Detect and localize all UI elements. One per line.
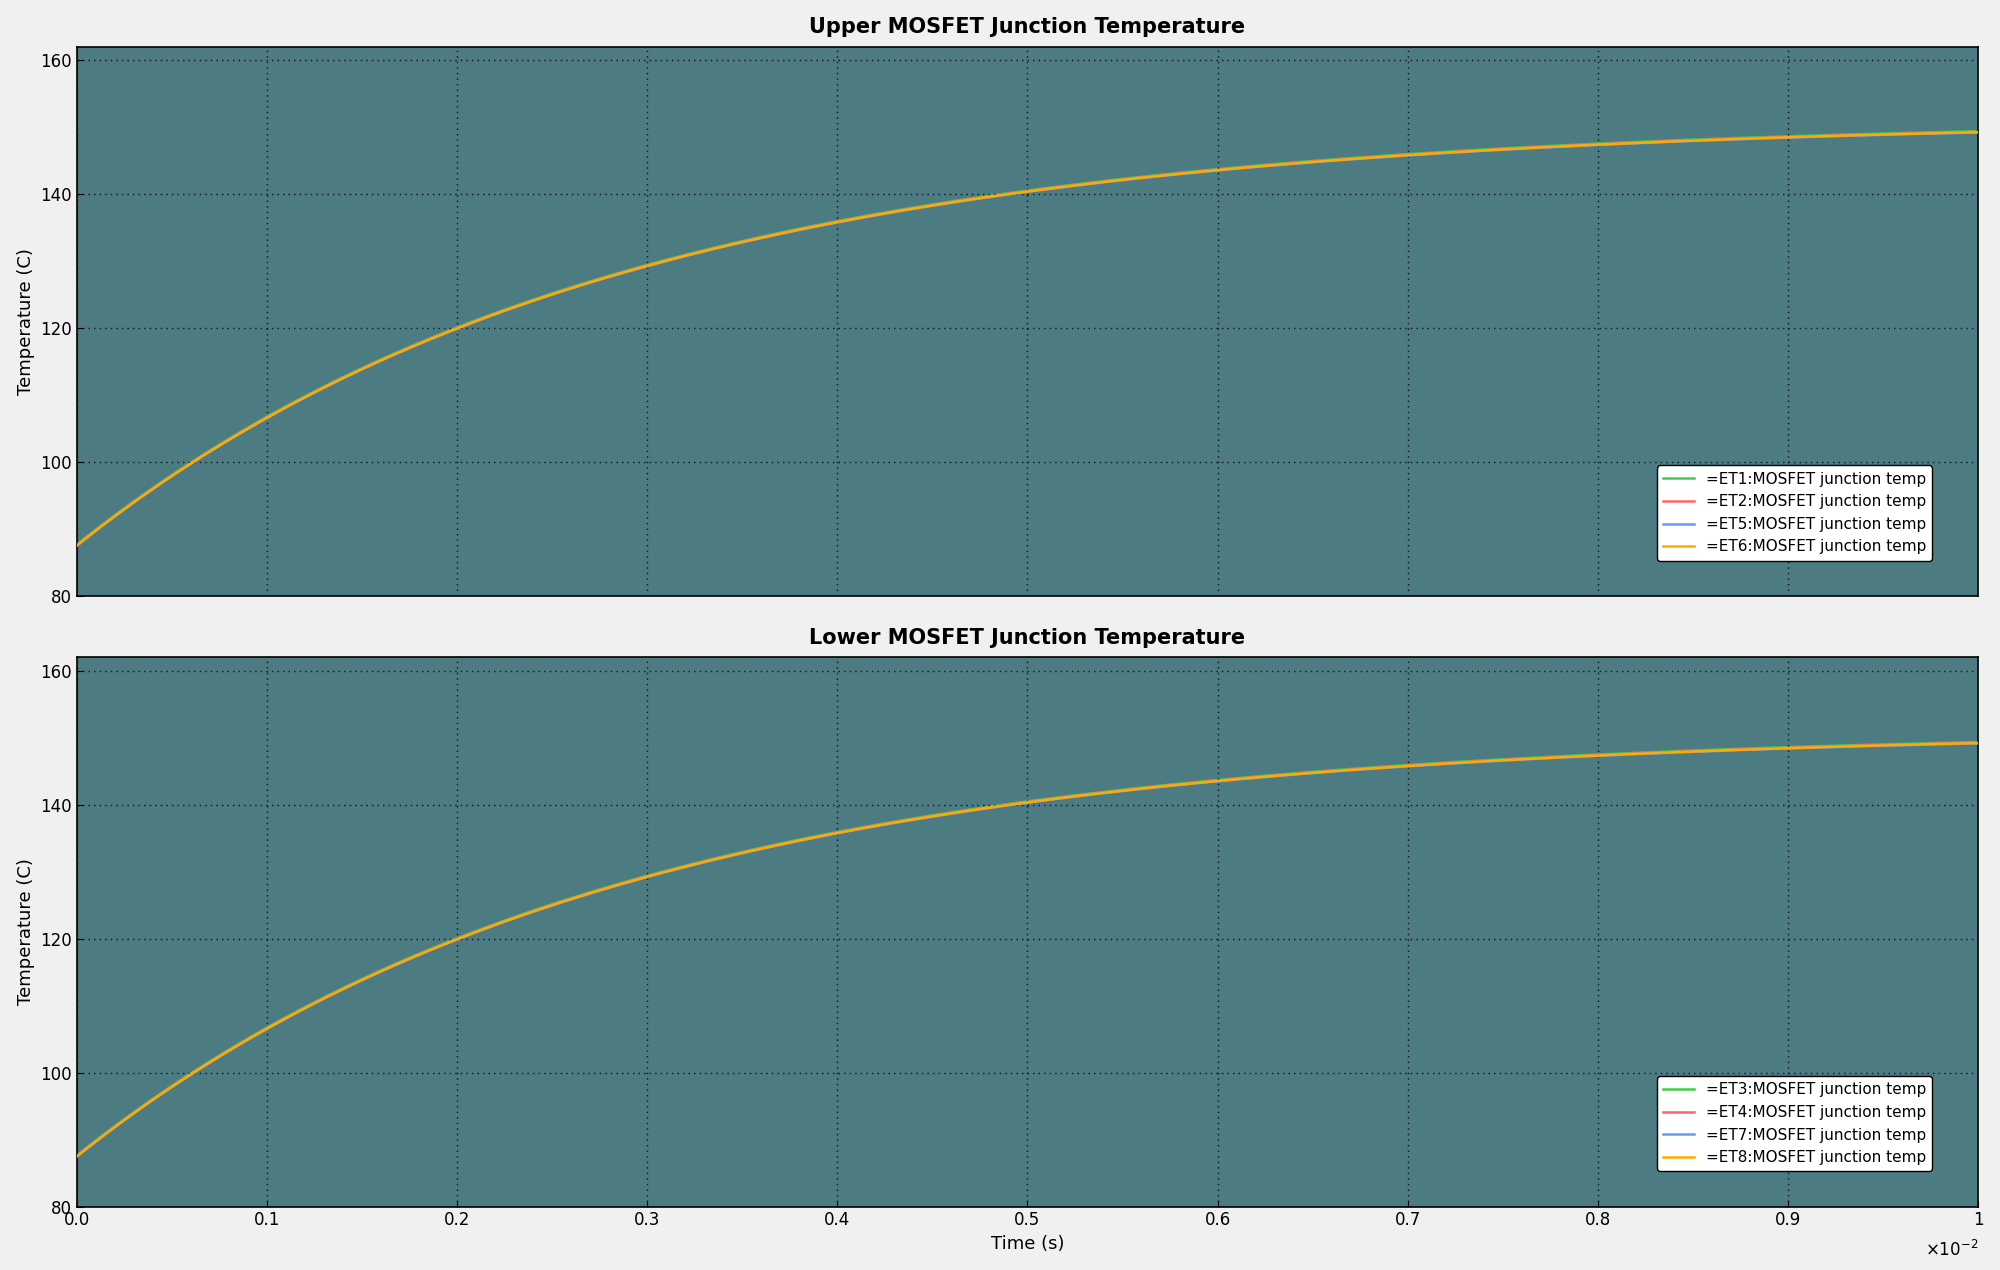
=ET6:MOSFET junction temp bbox=[938, 194, 962, 210]
Line: =ET1:MOSFET junction temp: =ET1:MOSFET junction temp bbox=[76, 131, 1978, 545]
=ET6:MOSFET junction temp bbox=[64, 538, 88, 554]
X-axis label: Time (s): Time (s) bbox=[990, 1234, 1064, 1253]
Y-axis label: Temperature (C): Temperature (C) bbox=[16, 859, 34, 1006]
=ET3:MOSFET junction temp bbox=[1910, 735, 1934, 751]
Line: =ET5:MOSFET junction temp: =ET5:MOSFET junction temp bbox=[76, 132, 1978, 546]
=ET4:MOSFET junction temp bbox=[938, 805, 962, 820]
=ET5:MOSFET junction temp bbox=[1910, 126, 1934, 141]
=ET8:MOSFET junction temp bbox=[1562, 749, 1586, 765]
=ET3:MOSFET junction temp bbox=[938, 805, 962, 820]
Line: =ET3:MOSFET junction temp: =ET3:MOSFET junction temp bbox=[76, 742, 1978, 1156]
=ET2:MOSFET junction temp bbox=[1966, 124, 1990, 140]
=ET7:MOSFET junction temp bbox=[162, 1078, 186, 1093]
=ET1:MOSFET junction temp bbox=[1562, 137, 1586, 152]
=ET1:MOSFET junction temp bbox=[938, 194, 962, 210]
=ET2:MOSFET junction temp bbox=[1910, 126, 1934, 141]
Title: Lower MOSFET Junction Temperature: Lower MOSFET Junction Temperature bbox=[810, 627, 1246, 648]
=ET2:MOSFET junction temp bbox=[1910, 126, 1934, 141]
=ET5:MOSFET junction temp bbox=[1562, 138, 1586, 154]
=ET8:MOSFET junction temp bbox=[990, 799, 1014, 814]
=ET3:MOSFET junction temp bbox=[990, 798, 1014, 813]
Line: =ET8:MOSFET junction temp: =ET8:MOSFET junction temp bbox=[76, 743, 1978, 1157]
=ET3:MOSFET junction temp bbox=[1562, 748, 1586, 763]
=ET5:MOSFET junction temp bbox=[938, 196, 962, 211]
Legend: =ET1:MOSFET junction temp, =ET2:MOSFET junction temp, =ET5:MOSFET junction temp,: =ET1:MOSFET junction temp, =ET2:MOSFET j… bbox=[1656, 466, 1932, 560]
=ET2:MOSFET junction temp bbox=[162, 466, 186, 481]
=ET6:MOSFET junction temp bbox=[1910, 126, 1934, 141]
=ET5:MOSFET junction temp bbox=[1966, 124, 1990, 140]
=ET1:MOSFET junction temp bbox=[1910, 124, 1934, 140]
=ET8:MOSFET junction temp bbox=[1910, 737, 1934, 752]
Line: =ET6:MOSFET junction temp: =ET6:MOSFET junction temp bbox=[76, 132, 1978, 546]
=ET8:MOSFET junction temp bbox=[162, 1078, 186, 1093]
=ET2:MOSFET junction temp bbox=[1562, 138, 1586, 154]
=ET8:MOSFET junction temp bbox=[1910, 737, 1934, 752]
=ET4:MOSFET junction temp bbox=[990, 798, 1014, 813]
=ET3:MOSFET junction temp bbox=[162, 1077, 186, 1092]
Legend: =ET3:MOSFET junction temp, =ET4:MOSFET junction temp, =ET7:MOSFET junction temp,: =ET3:MOSFET junction temp, =ET4:MOSFET j… bbox=[1656, 1077, 1932, 1171]
=ET7:MOSFET junction temp bbox=[64, 1149, 88, 1165]
=ET4:MOSFET junction temp bbox=[64, 1148, 88, 1163]
=ET4:MOSFET junction temp bbox=[162, 1077, 186, 1092]
Text: $\times10^{-2}$: $\times10^{-2}$ bbox=[1924, 1240, 1978, 1260]
=ET1:MOSFET junction temp bbox=[1966, 123, 1990, 138]
=ET4:MOSFET junction temp bbox=[1562, 749, 1586, 765]
=ET5:MOSFET junction temp bbox=[990, 188, 1014, 203]
Title: Upper MOSFET Junction Temperature: Upper MOSFET Junction Temperature bbox=[810, 17, 1246, 37]
=ET1:MOSFET junction temp bbox=[990, 187, 1014, 202]
=ET7:MOSFET junction temp bbox=[990, 799, 1014, 814]
Y-axis label: Temperature (C): Temperature (C) bbox=[16, 248, 34, 395]
=ET2:MOSFET junction temp bbox=[990, 187, 1014, 202]
=ET7:MOSFET junction temp bbox=[1562, 749, 1586, 765]
Line: =ET7:MOSFET junction temp: =ET7:MOSFET junction temp bbox=[76, 743, 1978, 1157]
=ET2:MOSFET junction temp bbox=[938, 194, 962, 210]
Line: =ET4:MOSFET junction temp: =ET4:MOSFET junction temp bbox=[76, 743, 1978, 1156]
=ET3:MOSFET junction temp bbox=[1910, 735, 1934, 751]
=ET7:MOSFET junction temp bbox=[938, 806, 962, 822]
=ET7:MOSFET junction temp bbox=[1966, 735, 1990, 751]
=ET5:MOSFET junction temp bbox=[1910, 126, 1934, 141]
=ET3:MOSFET junction temp bbox=[1966, 734, 1990, 749]
=ET2:MOSFET junction temp bbox=[64, 537, 88, 552]
=ET3:MOSFET junction temp bbox=[64, 1148, 88, 1163]
=ET6:MOSFET junction temp bbox=[1910, 126, 1934, 141]
=ET1:MOSFET junction temp bbox=[64, 537, 88, 552]
Line: =ET2:MOSFET junction temp: =ET2:MOSFET junction temp bbox=[76, 132, 1978, 545]
=ET6:MOSFET junction temp bbox=[990, 188, 1014, 203]
=ET4:MOSFET junction temp bbox=[1966, 735, 1990, 751]
=ET8:MOSFET junction temp bbox=[938, 805, 962, 820]
=ET4:MOSFET junction temp bbox=[1910, 737, 1934, 752]
=ET1:MOSFET junction temp bbox=[162, 466, 186, 481]
=ET8:MOSFET junction temp bbox=[1966, 735, 1990, 751]
=ET1:MOSFET junction temp bbox=[1910, 124, 1934, 140]
=ET5:MOSFET junction temp bbox=[162, 467, 186, 483]
=ET7:MOSFET junction temp bbox=[1910, 737, 1934, 752]
=ET8:MOSFET junction temp bbox=[64, 1149, 88, 1165]
=ET5:MOSFET junction temp bbox=[64, 538, 88, 554]
=ET6:MOSFET junction temp bbox=[1562, 138, 1586, 154]
=ET6:MOSFET junction temp bbox=[162, 467, 186, 483]
=ET6:MOSFET junction temp bbox=[1966, 124, 1990, 140]
=ET4:MOSFET junction temp bbox=[1910, 737, 1934, 752]
=ET7:MOSFET junction temp bbox=[1910, 737, 1934, 752]
